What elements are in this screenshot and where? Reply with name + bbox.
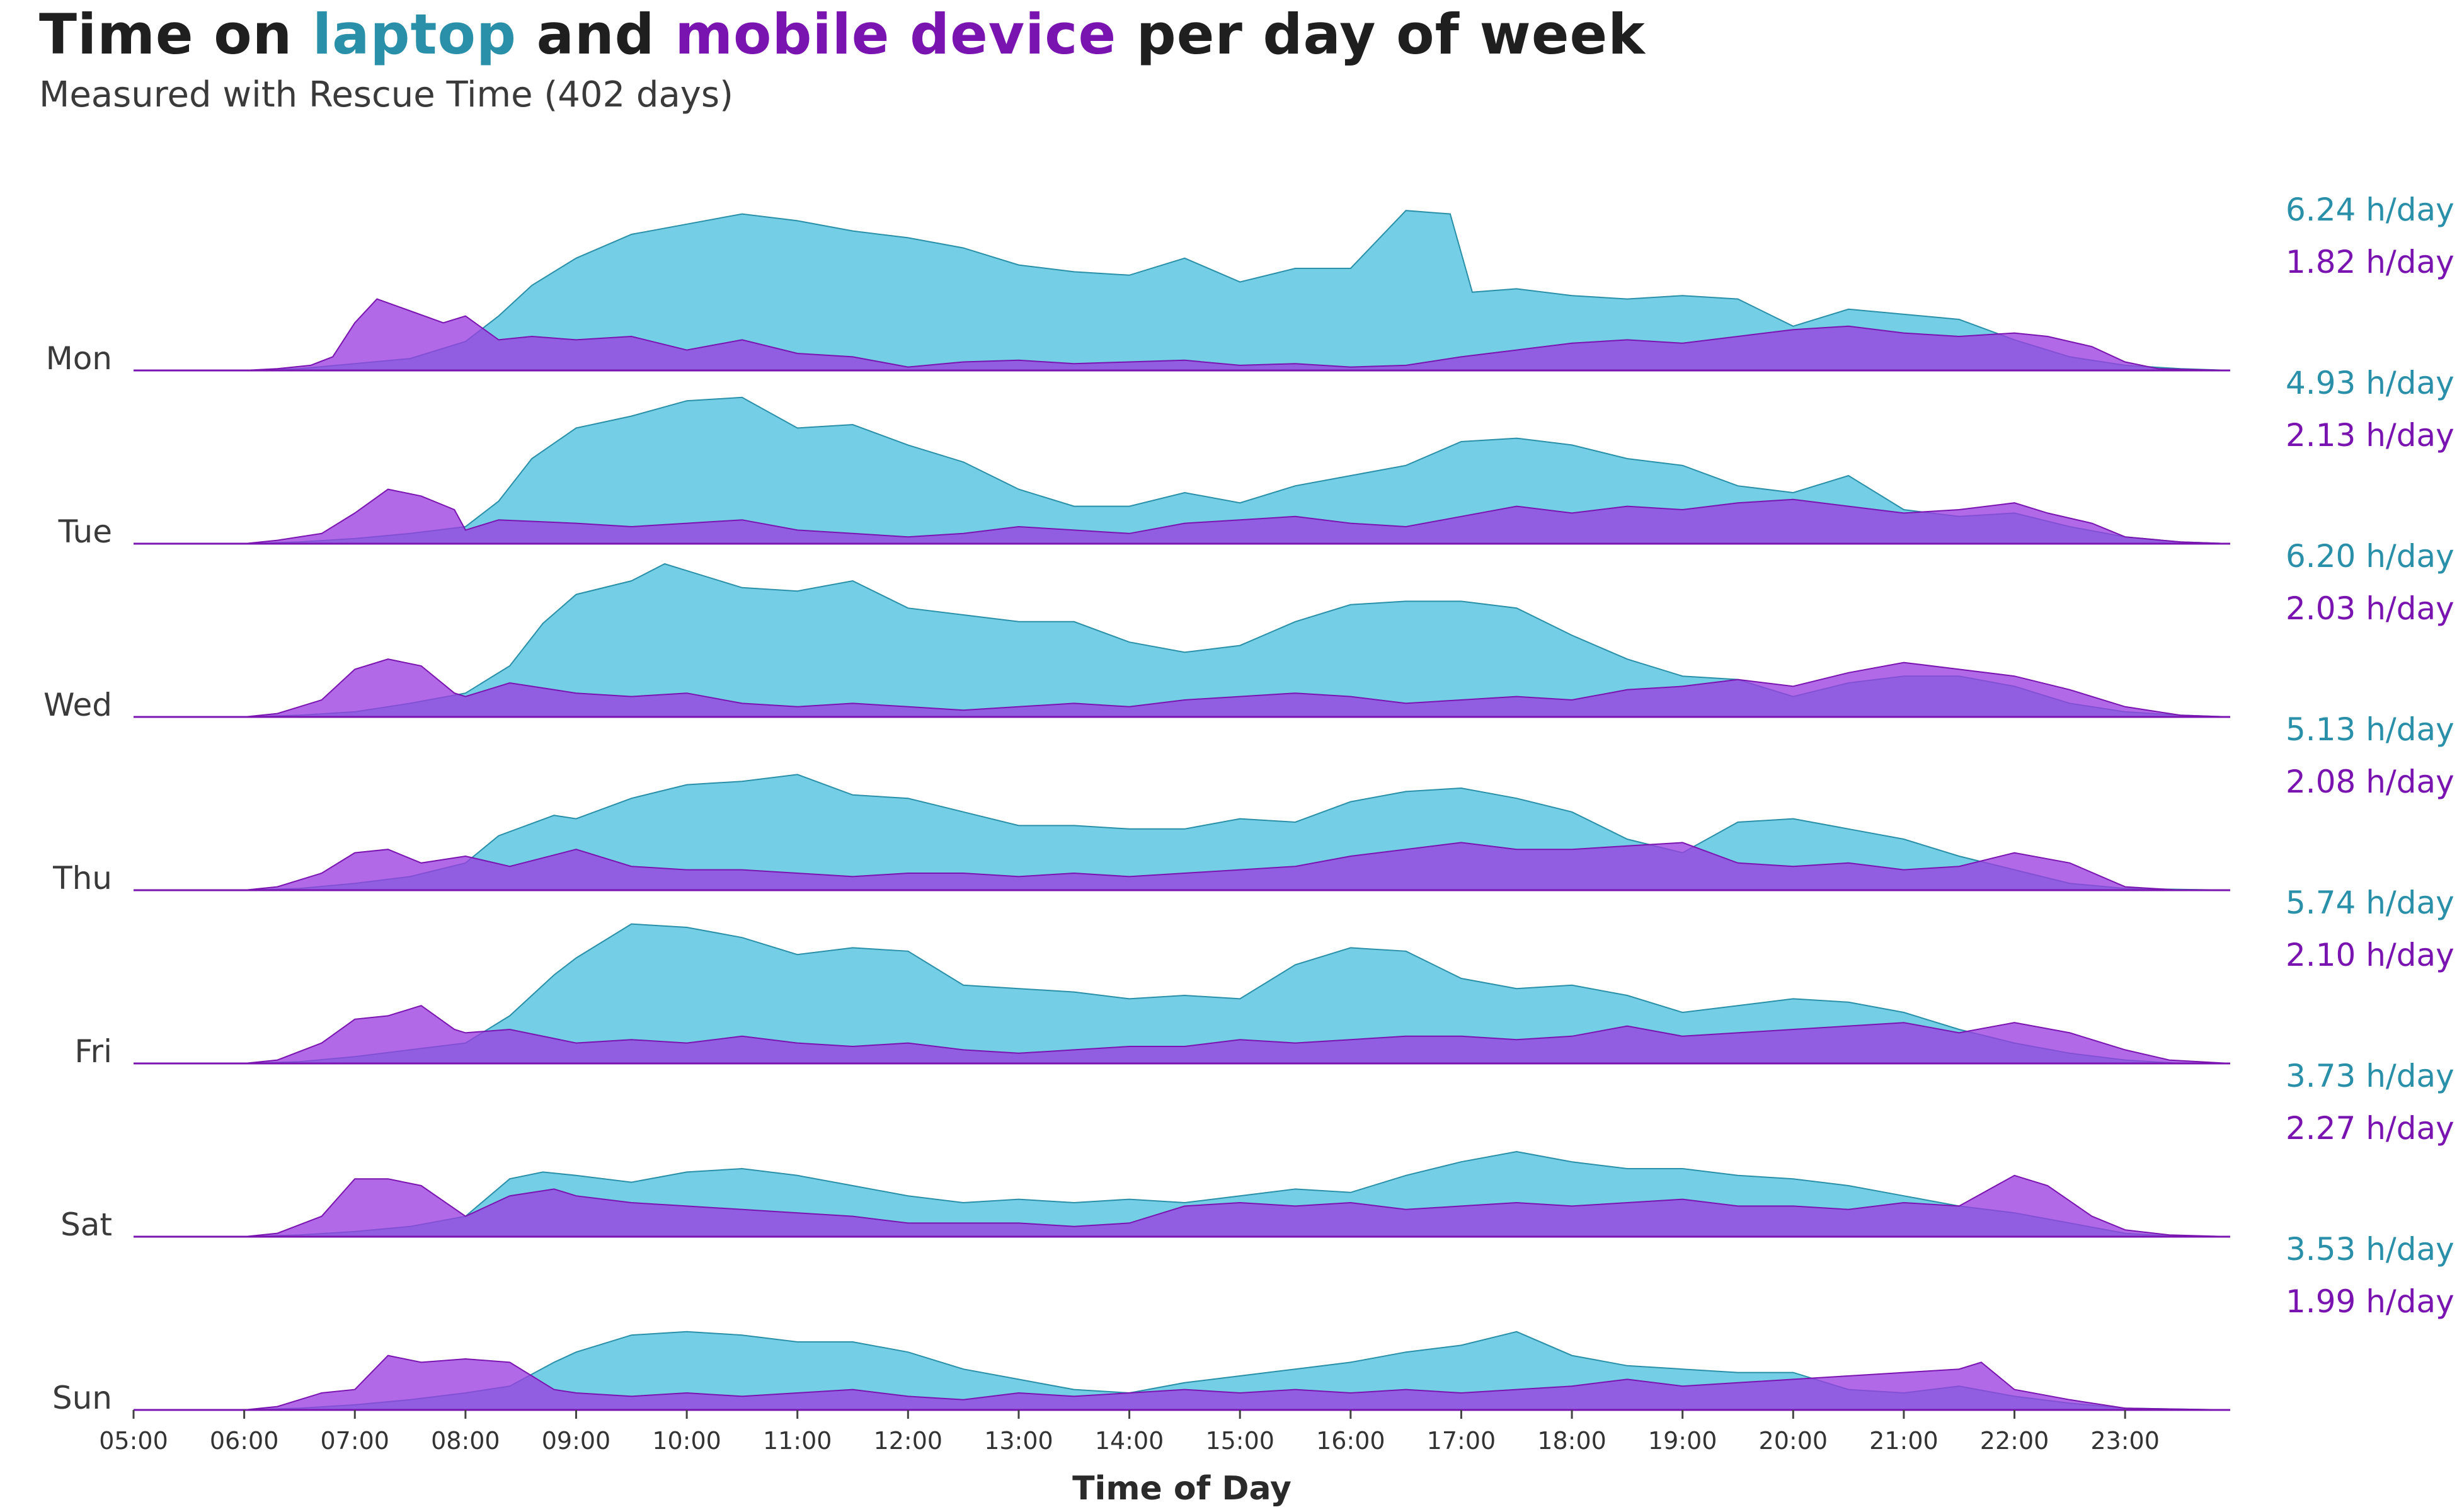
mobile-area-tue bbox=[134, 488, 2231, 544]
laptop-hours-wed: 6.20 h/day bbox=[2286, 538, 2454, 575]
day-label-fri: Fri bbox=[74, 1033, 112, 1070]
mobile-hours-fri: 2.10 h/day bbox=[2286, 937, 2454, 973]
x-tick-label: 19:00 bbox=[1648, 1427, 1717, 1455]
title-mobile-word: mobile device bbox=[675, 2, 1117, 67]
x-tick-label: 13:00 bbox=[984, 1427, 1053, 1455]
x-axis: 05:00 06:00 07:00 08:00 09:00 10:00 11:00 12:00… bbox=[99, 1410, 2160, 1508]
mobile-hours-wed: 2.03 h/day bbox=[2286, 590, 2454, 627]
x-tick-label: 16:00 bbox=[1316, 1427, 1385, 1455]
x-tick-label: 15:00 bbox=[1205, 1427, 1274, 1455]
day-stats: 6.24 h/day 1.82 h/day 4.93 h/day 2.13 h/day… bbox=[2286, 192, 2454, 1320]
x-tick-label: 05:00 bbox=[99, 1427, 168, 1455]
x-tick-label: 23:00 bbox=[2090, 1427, 2160, 1455]
ridge-thu: Thu bbox=[52, 774, 2231, 896]
day-label-thu: Thu bbox=[52, 860, 112, 896]
x-tick-label: 14:00 bbox=[1095, 1427, 1164, 1455]
x-tick-label: 12:00 bbox=[874, 1427, 943, 1455]
title-block: Time on laptop and mobile device per day… bbox=[39, 0, 1646, 115]
day-label-wed: Wed bbox=[43, 687, 112, 723]
x-tick-label: 11:00 bbox=[763, 1427, 832, 1455]
mobile-area-wed bbox=[134, 658, 2231, 718]
mobile-area-mon bbox=[134, 298, 2231, 371]
mobile-hours-mon: 1.82 h/day bbox=[2286, 244, 2454, 280]
laptop-hours-mon: 6.24 h/day bbox=[2286, 192, 2454, 228]
ridge-tue: Tue bbox=[58, 396, 2231, 550]
ridge-mon: Mon bbox=[46, 210, 2231, 377]
x-tick-label: 22:00 bbox=[1980, 1427, 2049, 1455]
x-tick-label: 18:00 bbox=[1537, 1427, 1606, 1455]
laptop-area-fri bbox=[134, 923, 2230, 1064]
laptop-hours-fri: 5.74 h/day bbox=[2286, 885, 2454, 921]
mobile-hours-thu: 2.08 h/day bbox=[2286, 764, 2454, 800]
laptop-hours-thu: 5.13 h/day bbox=[2286, 711, 2454, 748]
day-label-sat: Sat bbox=[60, 1206, 112, 1243]
mobile-hours-sat: 2.27 h/day bbox=[2286, 1110, 2454, 1147]
title-prefix: Time on bbox=[39, 2, 312, 67]
x-tick-label: 10:00 bbox=[652, 1427, 721, 1455]
title-laptop-word: laptop bbox=[312, 2, 517, 67]
x-axis-title: Time of Day bbox=[1072, 1470, 1292, 1508]
mobile-area-sat bbox=[134, 1174, 2231, 1237]
x-tick-label: 21:00 bbox=[1869, 1427, 1939, 1455]
day-label-tue: Tue bbox=[58, 513, 112, 550]
title-suffix: per day of week bbox=[1116, 2, 1646, 67]
mobile-hours-sun: 1.99 h/day bbox=[2286, 1283, 2454, 1320]
x-tick-label: 06:00 bbox=[210, 1427, 279, 1455]
day-label-mon: Mon bbox=[46, 340, 112, 377]
x-tick-label: 09:00 bbox=[542, 1427, 611, 1455]
ridge-sun: Sun bbox=[52, 1331, 2231, 1416]
x-tick-label: 07:00 bbox=[320, 1427, 389, 1455]
mobile-area-fri bbox=[134, 1005, 2231, 1064]
chart-subtitle: Measured with Rescue Time (402 days) bbox=[39, 74, 733, 115]
x-tick-label: 17:00 bbox=[1427, 1427, 1496, 1455]
day-label-sun: Sun bbox=[52, 1380, 112, 1416]
laptop-hours-sun: 3.53 h/day bbox=[2286, 1231, 2454, 1268]
ridges: Mon Tue Wed Thu Fri Sat Sun bbox=[43, 210, 2231, 1416]
ridge-sat: Sat bbox=[60, 1150, 2231, 1243]
ridge-wed: Wed bbox=[43, 563, 2231, 723]
chart-title: Time on laptop and mobile device per day… bbox=[39, 0, 1646, 69]
mobile-area-thu bbox=[134, 842, 2230, 891]
x-tick-label: 20:00 bbox=[1759, 1427, 1828, 1455]
laptop-hours-tue: 4.93 h/day bbox=[2286, 365, 2454, 401]
mobile-hours-tue: 2.13 h/day bbox=[2286, 417, 2454, 454]
laptop-hours-sat: 3.73 h/day bbox=[2286, 1058, 2454, 1094]
laptop-area-mon bbox=[134, 210, 2231, 371]
ridge-fri: Fri bbox=[74, 923, 2231, 1070]
title-middle: and bbox=[517, 2, 675, 67]
x-tick-label: 08:00 bbox=[431, 1427, 500, 1455]
mobile-area-sun bbox=[134, 1354, 2231, 1411]
